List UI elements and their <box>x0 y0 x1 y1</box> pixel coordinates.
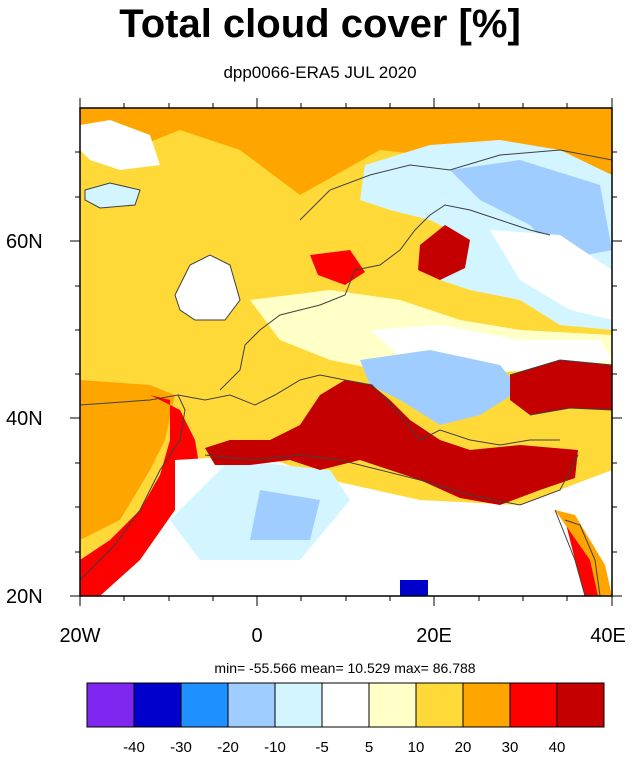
field-north-orange <box>80 108 612 205</box>
field-sahara-skyblue <box>250 490 320 540</box>
colorbar-swatch <box>133 682 182 728</box>
field-redsea-orange <box>555 510 612 596</box>
colorbar-labels: -40 -30 -20 -10 -5 5 10 20 30 40 <box>123 739 565 756</box>
colorbar-label: -20 <box>217 739 239 756</box>
field-nw-white <box>80 120 160 170</box>
coast-france-germany <box>219 269 356 391</box>
colorbar <box>86 682 605 728</box>
xtick-40e: 40E <box>590 625 626 647</box>
ytick-40n: 40N <box>6 408 43 430</box>
coast-britain <box>174 254 241 321</box>
coast-iceland <box>84 182 141 209</box>
colorbar-label: -5 <box>315 739 328 756</box>
field-west-red <box>80 395 200 596</box>
colorbar-label: -30 <box>170 739 192 756</box>
coast-red-sea <box>554 509 601 596</box>
coast-black-sea <box>509 359 612 416</box>
field-iberia-west-orange <box>80 380 175 540</box>
field-ne-skyblue <box>450 160 612 260</box>
coastlines <box>80 149 612 596</box>
colorbar-swatch <box>556 682 605 728</box>
field-mediterranean-red <box>205 380 578 505</box>
field-balkan-blue <box>360 350 520 425</box>
ytick-60n: 60N <box>6 231 43 253</box>
colorbar-swatch <box>180 682 229 728</box>
stats-line: min= -55.566 mean= 10.529 max= 86.788 <box>214 660 476 676</box>
colorbar-swatch <box>368 682 417 728</box>
coast-west-africa <box>80 394 186 581</box>
colorbar-label: 10 <box>408 739 425 756</box>
colorbar-swatch <box>509 682 558 728</box>
colorbar-swatch <box>462 682 511 728</box>
colorbar-label: 40 <box>549 739 566 756</box>
colorbar-label: -10 <box>264 739 286 756</box>
colorbar-label: -40 <box>123 739 145 756</box>
map-title: Total cloud cover [%] <box>119 2 521 46</box>
coast-north-africa <box>204 454 579 506</box>
field-baltic-red <box>418 225 470 280</box>
cloud-field <box>80 108 612 596</box>
ytick-20n: 20N <box>6 586 43 608</box>
coast-iberia-france <box>177 374 346 406</box>
coast-scandinavia-north <box>299 149 612 221</box>
xtick-20w: 20W <box>59 625 100 647</box>
coast-italy-balkans <box>344 379 560 446</box>
colorbar-label: 5 <box>365 739 373 756</box>
field-britain-white <box>175 255 240 320</box>
field-northsea-red <box>310 250 365 285</box>
colorbar-swatch <box>321 682 370 728</box>
xtick-0: 0 <box>251 625 262 647</box>
field-russia-white <box>490 230 612 320</box>
colorbar-label: 30 <box>502 739 519 756</box>
field-blacksea-red <box>510 360 612 415</box>
field-dark-blue-spot <box>400 580 428 596</box>
coast-baltic <box>354 204 551 271</box>
field-iceland-lightblue <box>85 183 140 208</box>
xtick-20e: 20E <box>416 625 452 647</box>
colorbar-swatch <box>274 682 323 728</box>
map-subtitle: dpp0066-ERA5 JUL 2020 <box>223 63 417 82</box>
colorbar-swatch <box>415 682 464 728</box>
colorbar-swatch <box>227 682 276 728</box>
colorbar-swatch <box>86 682 135 728</box>
colorbar-label: 20 <box>455 739 472 756</box>
axis-ticks <box>70 98 622 606</box>
field-redsea-red <box>565 520 600 596</box>
